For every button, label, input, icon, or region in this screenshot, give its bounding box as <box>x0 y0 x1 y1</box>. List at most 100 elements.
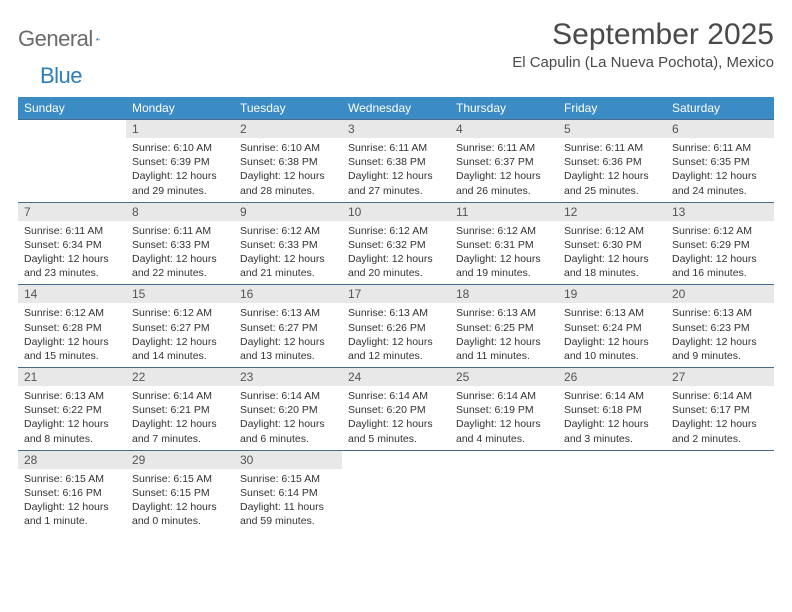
sunset-line: Sunset: 6:22 PM <box>24 403 120 417</box>
day-number-cell: 14 <box>18 285 126 304</box>
sunrise-line: Sunrise: 6:12 AM <box>348 224 444 238</box>
day-content-cell: Sunrise: 6:13 AMSunset: 6:23 PMDaylight:… <box>666 303 774 367</box>
sunset-line: Sunset: 6:14 PM <box>240 486 336 500</box>
daylight-line: Daylight: 12 hours and 12 minutes. <box>348 335 444 363</box>
day-number-cell: 12 <box>558 202 666 221</box>
day-number-row: 282930 <box>18 450 774 469</box>
day-number-cell: 17 <box>342 285 450 304</box>
daylight-line: Daylight: 12 hours and 13 minutes. <box>240 335 336 363</box>
day-content-cell: Sunrise: 6:14 AMSunset: 6:18 PMDaylight:… <box>558 386 666 450</box>
day-number-row: 21222324252627 <box>18 368 774 387</box>
day-number-cell: 20 <box>666 285 774 304</box>
day-content-cell: Sunrise: 6:13 AMSunset: 6:22 PMDaylight:… <box>18 386 126 450</box>
weekday-header-row: SundayMondayTuesdayWednesdayThursdayFrid… <box>18 97 774 120</box>
sunset-line: Sunset: 6:39 PM <box>132 155 228 169</box>
sunrise-line: Sunrise: 6:12 AM <box>564 224 660 238</box>
sunset-line: Sunset: 6:25 PM <box>456 321 552 335</box>
day-number-cell: 15 <box>126 285 234 304</box>
sunset-line: Sunset: 6:26 PM <box>348 321 444 335</box>
day-number-cell: 25 <box>450 368 558 387</box>
day-content-cell: Sunrise: 6:15 AMSunset: 6:14 PMDaylight:… <box>234 469 342 533</box>
day-number-cell <box>558 450 666 469</box>
sunrise-line: Sunrise: 6:12 AM <box>672 224 768 238</box>
sunrise-line: Sunrise: 6:14 AM <box>348 389 444 403</box>
sunrise-line: Sunrise: 6:14 AM <box>240 389 336 403</box>
day-number-cell <box>18 120 126 139</box>
day-number-cell: 10 <box>342 202 450 221</box>
day-number-cell <box>450 450 558 469</box>
logo-text-2: Blue <box>40 63 82 89</box>
day-content-cell <box>342 469 450 533</box>
daylight-line: Daylight: 12 hours and 10 minutes. <box>564 335 660 363</box>
day-content-row: Sunrise: 6:10 AMSunset: 6:39 PM Daylight:… <box>18 138 774 202</box>
day-content-cell: Sunrise: 6:12 AMSunset: 6:31 PMDaylight:… <box>450 221 558 285</box>
day-content-cell: Sunrise: 6:13 AMSunset: 6:24 PMDaylight:… <box>558 303 666 367</box>
sunrise-line: Sunrise: 6:14 AM <box>564 389 660 403</box>
day-number-cell: 6 <box>666 120 774 139</box>
sunset-line: Sunset: 6:38 PM <box>240 155 336 169</box>
day-content-row: Sunrise: 6:11 AMSunset: 6:34 PMDaylight:… <box>18 221 774 285</box>
day-number-cell: 4 <box>450 120 558 139</box>
day-number-cell: 3 <box>342 120 450 139</box>
day-number-cell: 23 <box>234 368 342 387</box>
sunrise-line: Sunrise: 6:13 AM <box>240 306 336 320</box>
weekday-header: Thursday <box>450 97 558 120</box>
day-number-cell: 9 <box>234 202 342 221</box>
weekday-header: Monday <box>126 97 234 120</box>
daylight-line: Daylight: 12 hours and 14 minutes. <box>132 335 228 363</box>
day-content-cell: Sunrise: 6:11 AMSunset: 6:33 PMDaylight:… <box>126 221 234 285</box>
sunrise-line: Sunrise: 6:13 AM <box>348 306 444 320</box>
sunset-line: Sunset: 6:30 PM <box>564 238 660 252</box>
day-content-row: Sunrise: 6:12 AMSunset: 6:28 PMDaylight:… <box>18 303 774 367</box>
daylight-line: Daylight: 12 hours and 27 minutes. <box>348 169 444 197</box>
day-number-cell: 2 <box>234 120 342 139</box>
sunset-line: Sunset: 6:31 PM <box>456 238 552 252</box>
daylight-line: Daylight: 12 hours and 28 minutes. <box>240 169 336 197</box>
sunset-line: Sunset: 6:34 PM <box>24 238 120 252</box>
day-number-cell: 18 <box>450 285 558 304</box>
sunrise-line: Sunrise: 6:12 AM <box>132 306 228 320</box>
day-content-cell: Sunrise: 6:14 AMSunset: 6:20 PMDaylight:… <box>342 386 450 450</box>
sunset-line: Sunset: 6:19 PM <box>456 403 552 417</box>
daylight-line: Daylight: 12 hours and 1 minute. <box>24 500 120 528</box>
sunrise-line: Sunrise: 6:11 AM <box>564 141 660 155</box>
daylight-line: Daylight: 12 hours and 21 minutes. <box>240 252 336 280</box>
sunset-line: Sunset: 6:27 PM <box>132 321 228 335</box>
sunset-line: Sunset: 6:35 PM <box>672 155 768 169</box>
day-content-cell: Sunrise: 6:10 AMSunset: 6:39 PMDaylight:… <box>126 138 234 202</box>
day-content-cell: Sunrise: 6:12 AMSunset: 6:30 PMDaylight:… <box>558 221 666 285</box>
sunrise-line: Sunrise: 6:10 AM <box>132 141 228 155</box>
daylight-line: Daylight: 12 hours and 9 minutes. <box>672 335 768 363</box>
sunrise-line: Sunrise: 6:13 AM <box>24 389 120 403</box>
daylight-line: Daylight: 12 hours and 26 minutes. <box>456 169 552 197</box>
sunset-line: Sunset: 6:29 PM <box>672 238 768 252</box>
daylight-line: Daylight: 12 hours and 0 minutes. <box>132 500 228 528</box>
sunset-line: Sunset: 6:21 PM <box>132 403 228 417</box>
day-content-cell <box>666 469 774 533</box>
day-number-row: 78910111213 <box>18 202 774 221</box>
sunrise-line: Sunrise: 6:11 AM <box>348 141 444 155</box>
day-content-cell: Sunrise: 6:14 AMSunset: 6:17 PMDaylight:… <box>666 386 774 450</box>
day-content-cell: Sunrise: 6:12 AMSunset: 6:29 PMDaylight:… <box>666 221 774 285</box>
day-content-cell: Sunrise: 6:12 AMSunset: 6:32 PMDaylight:… <box>342 221 450 285</box>
sunrise-line: Sunrise: 6:15 AM <box>132 472 228 486</box>
sunrise-line: Sunrise: 6:11 AM <box>456 141 552 155</box>
daylight-line: Daylight: 12 hours and 25 minutes. <box>564 169 660 197</box>
day-content-row: Sunrise: 6:13 AMSunset: 6:22 PMDaylight:… <box>18 386 774 450</box>
day-content-cell: Sunrise: 6:13 AMSunset: 6:27 PMDaylight:… <box>234 303 342 367</box>
day-number-cell: 26 <box>558 368 666 387</box>
sunrise-line: Sunrise: 6:15 AM <box>240 472 336 486</box>
sunset-line: Sunset: 6:20 PM <box>240 403 336 417</box>
day-content-cell: Sunrise: 6:12 AMSunset: 6:28 PMDaylight:… <box>18 303 126 367</box>
weekday-header: Tuesday <box>234 97 342 120</box>
day-number-cell: 7 <box>18 202 126 221</box>
sunrise-line: Sunrise: 6:12 AM <box>456 224 552 238</box>
daylight-line: Daylight: 12 hours and 23 minutes. <box>24 252 120 280</box>
daylight-line: Daylight: 12 hours and 18 minutes. <box>564 252 660 280</box>
day-number-cell: 5 <box>558 120 666 139</box>
weekday-header: Saturday <box>666 97 774 120</box>
page-title: September 2025 <box>512 18 774 52</box>
sunrise-line: Sunrise: 6:13 AM <box>672 306 768 320</box>
day-content-cell: Sunrise: 6:11 AMSunset: 6:34 PMDaylight:… <box>18 221 126 285</box>
daylight-line: Daylight: 12 hours and 19 minutes. <box>456 252 552 280</box>
